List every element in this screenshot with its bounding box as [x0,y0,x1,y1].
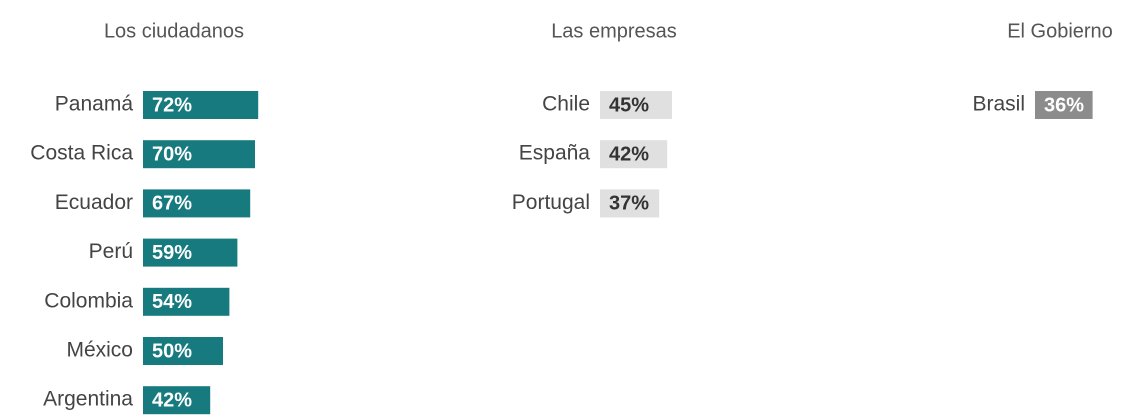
value-label: 59% [152,242,192,264]
bar [143,287,230,316]
value-label: 54% [152,291,192,313]
bar [600,140,668,169]
value-label: 72% [152,94,192,116]
category-label: Portugal [512,191,590,214]
value-label: 70% [152,143,192,165]
category-label: Costa Rica [30,142,133,165]
bar [143,386,211,415]
value-label: 42% [152,389,192,411]
bar [1035,91,1093,119]
value-label: 45% [609,94,649,116]
panel-title: Las empresas [551,20,677,42]
category-label: Brasil [972,93,1025,116]
category-label: Colombia [44,289,133,312]
bar [143,140,255,169]
bar [143,238,238,267]
panel-title: Los ciudadanos [104,20,244,42]
bar [600,91,672,119]
category-label: España [519,142,591,165]
value-label: 67% [152,193,192,215]
category-label: Panamá [55,93,134,116]
category-label: Chile [542,93,590,116]
bar [143,91,259,119]
value-label: 42% [609,143,649,165]
value-label: 37% [609,193,649,215]
bar [143,337,223,365]
value-label: 36% [1044,94,1084,116]
bar [143,189,251,218]
category-label: Perú [89,240,133,263]
category-label: Argentina [43,388,133,411]
bar [600,189,660,218]
value-label: 50% [152,340,192,362]
category-label: Ecuador [55,191,133,214]
category-label: México [66,339,133,362]
panel-title: El Gobierno [1007,20,1113,42]
